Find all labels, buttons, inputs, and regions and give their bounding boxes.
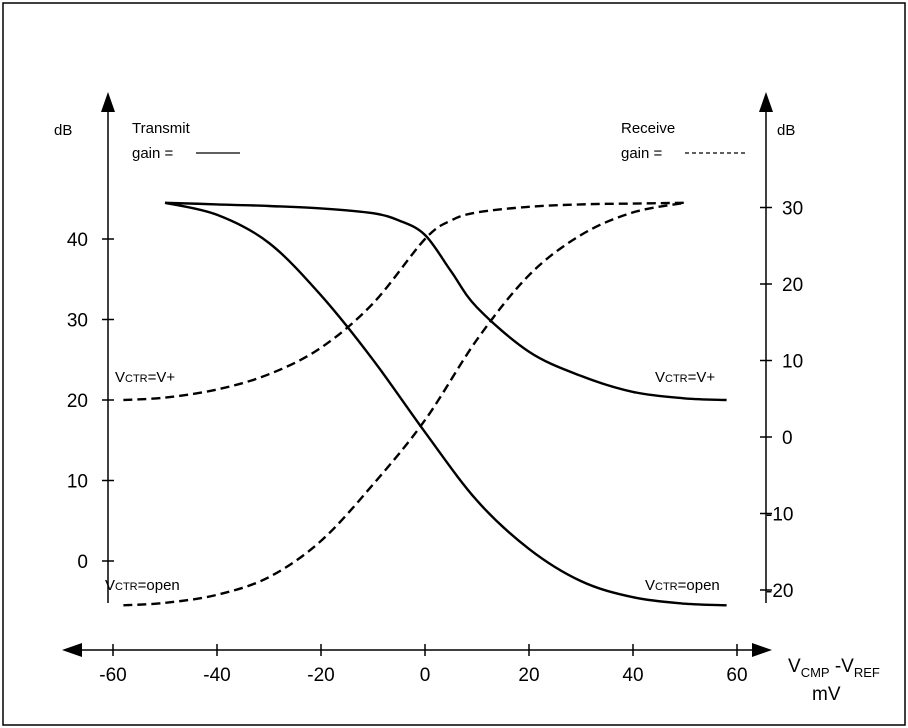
annotation-vctr-vplus-right: VCTR=V+ (655, 369, 715, 386)
right-y-tick-label: 20 (782, 275, 803, 296)
annotation-vctr-open-left: VCTR=open (105, 577, 180, 594)
left-y-ticks: 0 10 20 30 40 (67, 230, 114, 573)
ann2-sub: CTR (115, 581, 138, 593)
ann3-sub: CTR (655, 581, 678, 593)
x-axis-label-v2: -V (830, 656, 855, 677)
annotation-vctr-open-right: VCTR=open (645, 577, 720, 594)
x-tick-label: -40 (203, 665, 230, 686)
left-y-tick-label: 0 (77, 552, 88, 573)
x-axis-unit: mV (812, 684, 841, 705)
right-y-tick-label: 10 (782, 352, 803, 373)
right-y-tick-label: -10 (766, 505, 793, 526)
receive-gain-curve-2 (123, 201, 686, 402)
left-y-axis-label: dB (54, 122, 72, 139)
x-tick-label: -60 (99, 665, 126, 686)
ann0-suffix: =V+ (148, 369, 176, 386)
ann1-sub: CTR (665, 373, 688, 385)
left-y-tick-label: 30 (67, 311, 88, 332)
ann1-prefix: V (655, 369, 665, 386)
x-axis-label: VCMP -VREF (788, 656, 880, 680)
x-tick-label: -20 (307, 665, 334, 686)
ann1-suffix: =V+ (688, 369, 716, 386)
ann0-prefix: V (115, 369, 125, 386)
left-y-tick-label: 20 (67, 391, 88, 412)
x-tick-label: 40 (622, 665, 643, 686)
x-tick-label: 0 (420, 665, 431, 686)
right-y-axis-arrow (759, 92, 773, 112)
legend-transmit-line2: gain = (132, 145, 174, 162)
x-axis-label-sub-cmp: CMP (801, 665, 830, 680)
ann2-prefix: V (105, 577, 115, 594)
left-y-axis-arrow (101, 92, 115, 112)
right-y-tick-label: -20 (766, 581, 793, 602)
right-y-tick-label: 0 (782, 428, 793, 449)
x-tick-label: 60 (726, 665, 747, 686)
annotation-vctr-vplus-left: VCTR=V+ (115, 369, 175, 386)
left-y-tick-label: 40 (67, 230, 88, 251)
x-axis-label-sub-ref: REF (854, 665, 880, 680)
left-y-tick-label: 10 (67, 472, 88, 493)
right-y-ticks: -20 -10 0 10 20 30 (760, 199, 803, 602)
x-tick-label: 20 (518, 665, 539, 686)
transmit-gain-curve-0 (164, 201, 727, 402)
series-group (123, 201, 727, 607)
x-axis-left-arrow (62, 643, 82, 657)
ann0-sub: CTR (125, 373, 148, 385)
right-y-tick-label: 30 (782, 199, 803, 220)
legend-transmit-line1: Transmit (132, 120, 191, 137)
ann3-suffix: =open (678, 577, 720, 594)
right-y-axis-label: dB (777, 122, 795, 139)
ann3-prefix: V (645, 577, 655, 594)
ann2-suffix: =open (138, 577, 180, 594)
x-ticks: -60 -40 -20 0 20 40 60 (99, 644, 748, 686)
transmit-gain-curve-1 (164, 201, 727, 607)
x-axis-label-v1: V (788, 656, 801, 677)
legend-receive-line1: Receive (621, 120, 675, 137)
x-axis-right-arrow (752, 643, 772, 657)
receive-gain-curve-3 (123, 201, 686, 607)
legend-receive-line2: gain = (621, 145, 663, 162)
